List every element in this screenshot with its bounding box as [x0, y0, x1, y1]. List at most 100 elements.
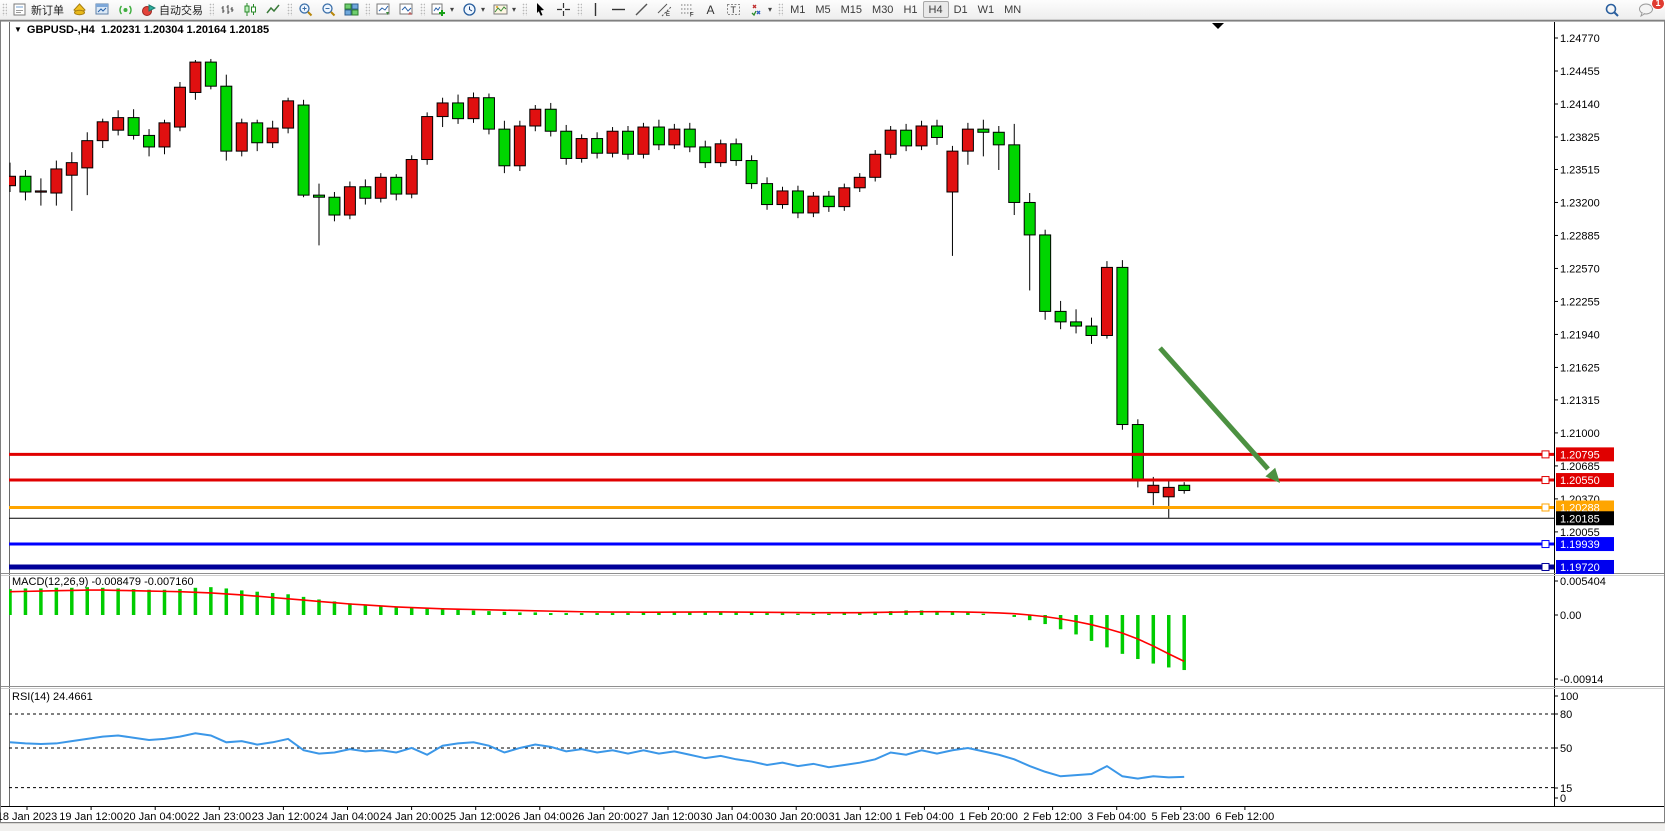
price-badge	[1556, 511, 1614, 526]
toolbar-group-grip	[2, 3, 7, 16]
candlestick	[714, 139, 727, 167]
collapse-triangle-icon[interactable]: ▼	[14, 25, 22, 34]
tile-windows-button[interactable]	[340, 0, 363, 19]
timeframe-m15-button[interactable]: M15	[840, 3, 863, 16]
hline-handle[interactable]	[1541, 562, 1550, 571]
candlestick	[467, 92, 480, 123]
chart-ohlc: 1.20231 1.20304 1.20164 1.20185	[100, 24, 270, 36]
hline-handle[interactable]	[1541, 450, 1550, 459]
candlestick	[1116, 260, 1129, 430]
candlestick	[884, 125, 897, 159]
candlestick	[992, 125, 1005, 170]
candlestick	[1070, 309, 1083, 334]
time-label: 1 Feb 04:00	[895, 811, 954, 823]
timeframe-m5-button[interactable]: M5	[815, 3, 831, 16]
autotrade-button-label: 自动交易	[159, 4, 203, 17]
rsi-scale-label: 0	[1560, 793, 1566, 805]
timeframe-mn-button[interactable]: MN	[1004, 3, 1022, 16]
arrows-icon	[749, 2, 764, 17]
zoom-out-button[interactable]	[317, 0, 340, 19]
arrow-annotation[interactable]	[1158, 346, 1280, 483]
timeframe-m30-button[interactable]: M30	[872, 3, 894, 16]
candlestick	[405, 155, 418, 199]
candlestick	[204, 58, 217, 90]
candlestick	[761, 177, 774, 210]
autotrade-button[interactable]: 自动交易	[137, 0, 207, 19]
price-tick-label: 1.20055	[1560, 527, 1600, 539]
candlestick	[1100, 261, 1113, 339]
search-button[interactable]	[1600, 0, 1624, 19]
macd-pane	[9, 587, 1186, 671]
text-label-button[interactable]: T	[722, 0, 745, 19]
time-label: 26 Jan 04:00	[508, 811, 572, 823]
time-label: 6 Feb 12:00	[1216, 811, 1275, 823]
price-tick-label: 1.21625	[1560, 362, 1600, 374]
hline-handle[interactable]	[1541, 476, 1550, 485]
candles-chart-button[interactable]	[239, 0, 262, 19]
deposit-button[interactable]	[68, 0, 91, 19]
add-indicator-button[interactable]: ▾	[427, 0, 458, 19]
time-label: 18 Jan 2023	[0, 811, 57, 823]
candlestick	[96, 118, 109, 148]
line-chart-icon	[266, 2, 281, 17]
chart-window-button[interactable]	[91, 0, 114, 19]
candlestick	[9, 162, 16, 192]
price-badge-label: 1.20795	[1560, 449, 1600, 461]
timeframe-h1-button[interactable]: H1	[903, 3, 918, 16]
hline-handle[interactable]	[1541, 503, 1550, 512]
arrows-button[interactable]: ▾	[745, 0, 776, 19]
candles-layer	[9, 58, 1191, 518]
candlestick	[1178, 482, 1191, 494]
candlestick	[977, 119, 990, 157]
zoom-in-button[interactable]	[294, 0, 317, 19]
hline-button[interactable]	[607, 0, 630, 19]
trendline-button[interactable]	[630, 0, 653, 19]
new-order-button[interactable]: 新订单	[9, 0, 68, 19]
candlestick	[791, 185, 804, 219]
timeframe-m1-button[interactable]: M1	[790, 3, 806, 16]
candlestick	[606, 127, 619, 158]
period-button[interactable]: ▾	[458, 0, 489, 19]
signal-button[interactable]	[114, 0, 137, 19]
hline-handle[interactable]	[1541, 540, 1550, 549]
vline-button[interactable]	[584, 0, 607, 19]
candlestick	[652, 119, 665, 151]
profile-shift-button[interactable]	[395, 0, 418, 19]
template-button[interactable]: ▾	[489, 0, 520, 19]
candlestick	[127, 109, 140, 140]
timeframe-h4-button[interactable]: H4	[922, 1, 949, 18]
candlestick	[112, 110, 125, 136]
timeframe-w1-button[interactable]: W1	[977, 3, 995, 16]
candlestick	[313, 183, 325, 246]
notifications-button[interactable]: 1	[1634, 0, 1665, 19]
chevron-down-icon: ▾	[768, 5, 773, 14]
bars-chart-button[interactable]	[216, 0, 239, 19]
candlestick	[591, 132, 604, 159]
chart-shift-marker-icon[interactable]	[1212, 23, 1224, 29]
chevron-down-icon: ▾	[512, 5, 517, 14]
candlestick	[390, 174, 403, 201]
candlestick	[1039, 229, 1052, 320]
channel-button[interactable]: E	[653, 0, 676, 19]
profile-chart-button[interactable]	[372, 0, 395, 19]
hline-icon	[611, 2, 626, 17]
candlestick	[1054, 300, 1067, 330]
line-chart-button[interactable]	[262, 0, 285, 19]
candlestick	[961, 122, 974, 165]
crosshair-button[interactable]	[552, 0, 575, 19]
main-toolbar: 新订单 自动交易 ▾ ▾ ▾ E F A T ▾ M1 M5 M15 M30 H1 H4 D1 W1 MN 1	[0, 0, 1665, 20]
candlestick	[838, 183, 851, 211]
time-label: 24 Jan 20:00	[380, 811, 444, 823]
new-order-button-label: 新订单	[31, 4, 64, 17]
fibo-button[interactable]: F	[676, 0, 699, 19]
text-button[interactable]: A	[699, 0, 722, 19]
candlestick	[19, 169, 32, 201]
price-tick-label: 1.23825	[1560, 132, 1600, 144]
timeframe-d1-button[interactable]: D1	[953, 3, 968, 16]
price-tick-label: 1.23200	[1560, 197, 1600, 209]
price-tick-label: 1.24770	[1560, 33, 1600, 45]
cursor-button[interactable]	[529, 0, 552, 19]
channel-icon: E	[657, 2, 672, 17]
